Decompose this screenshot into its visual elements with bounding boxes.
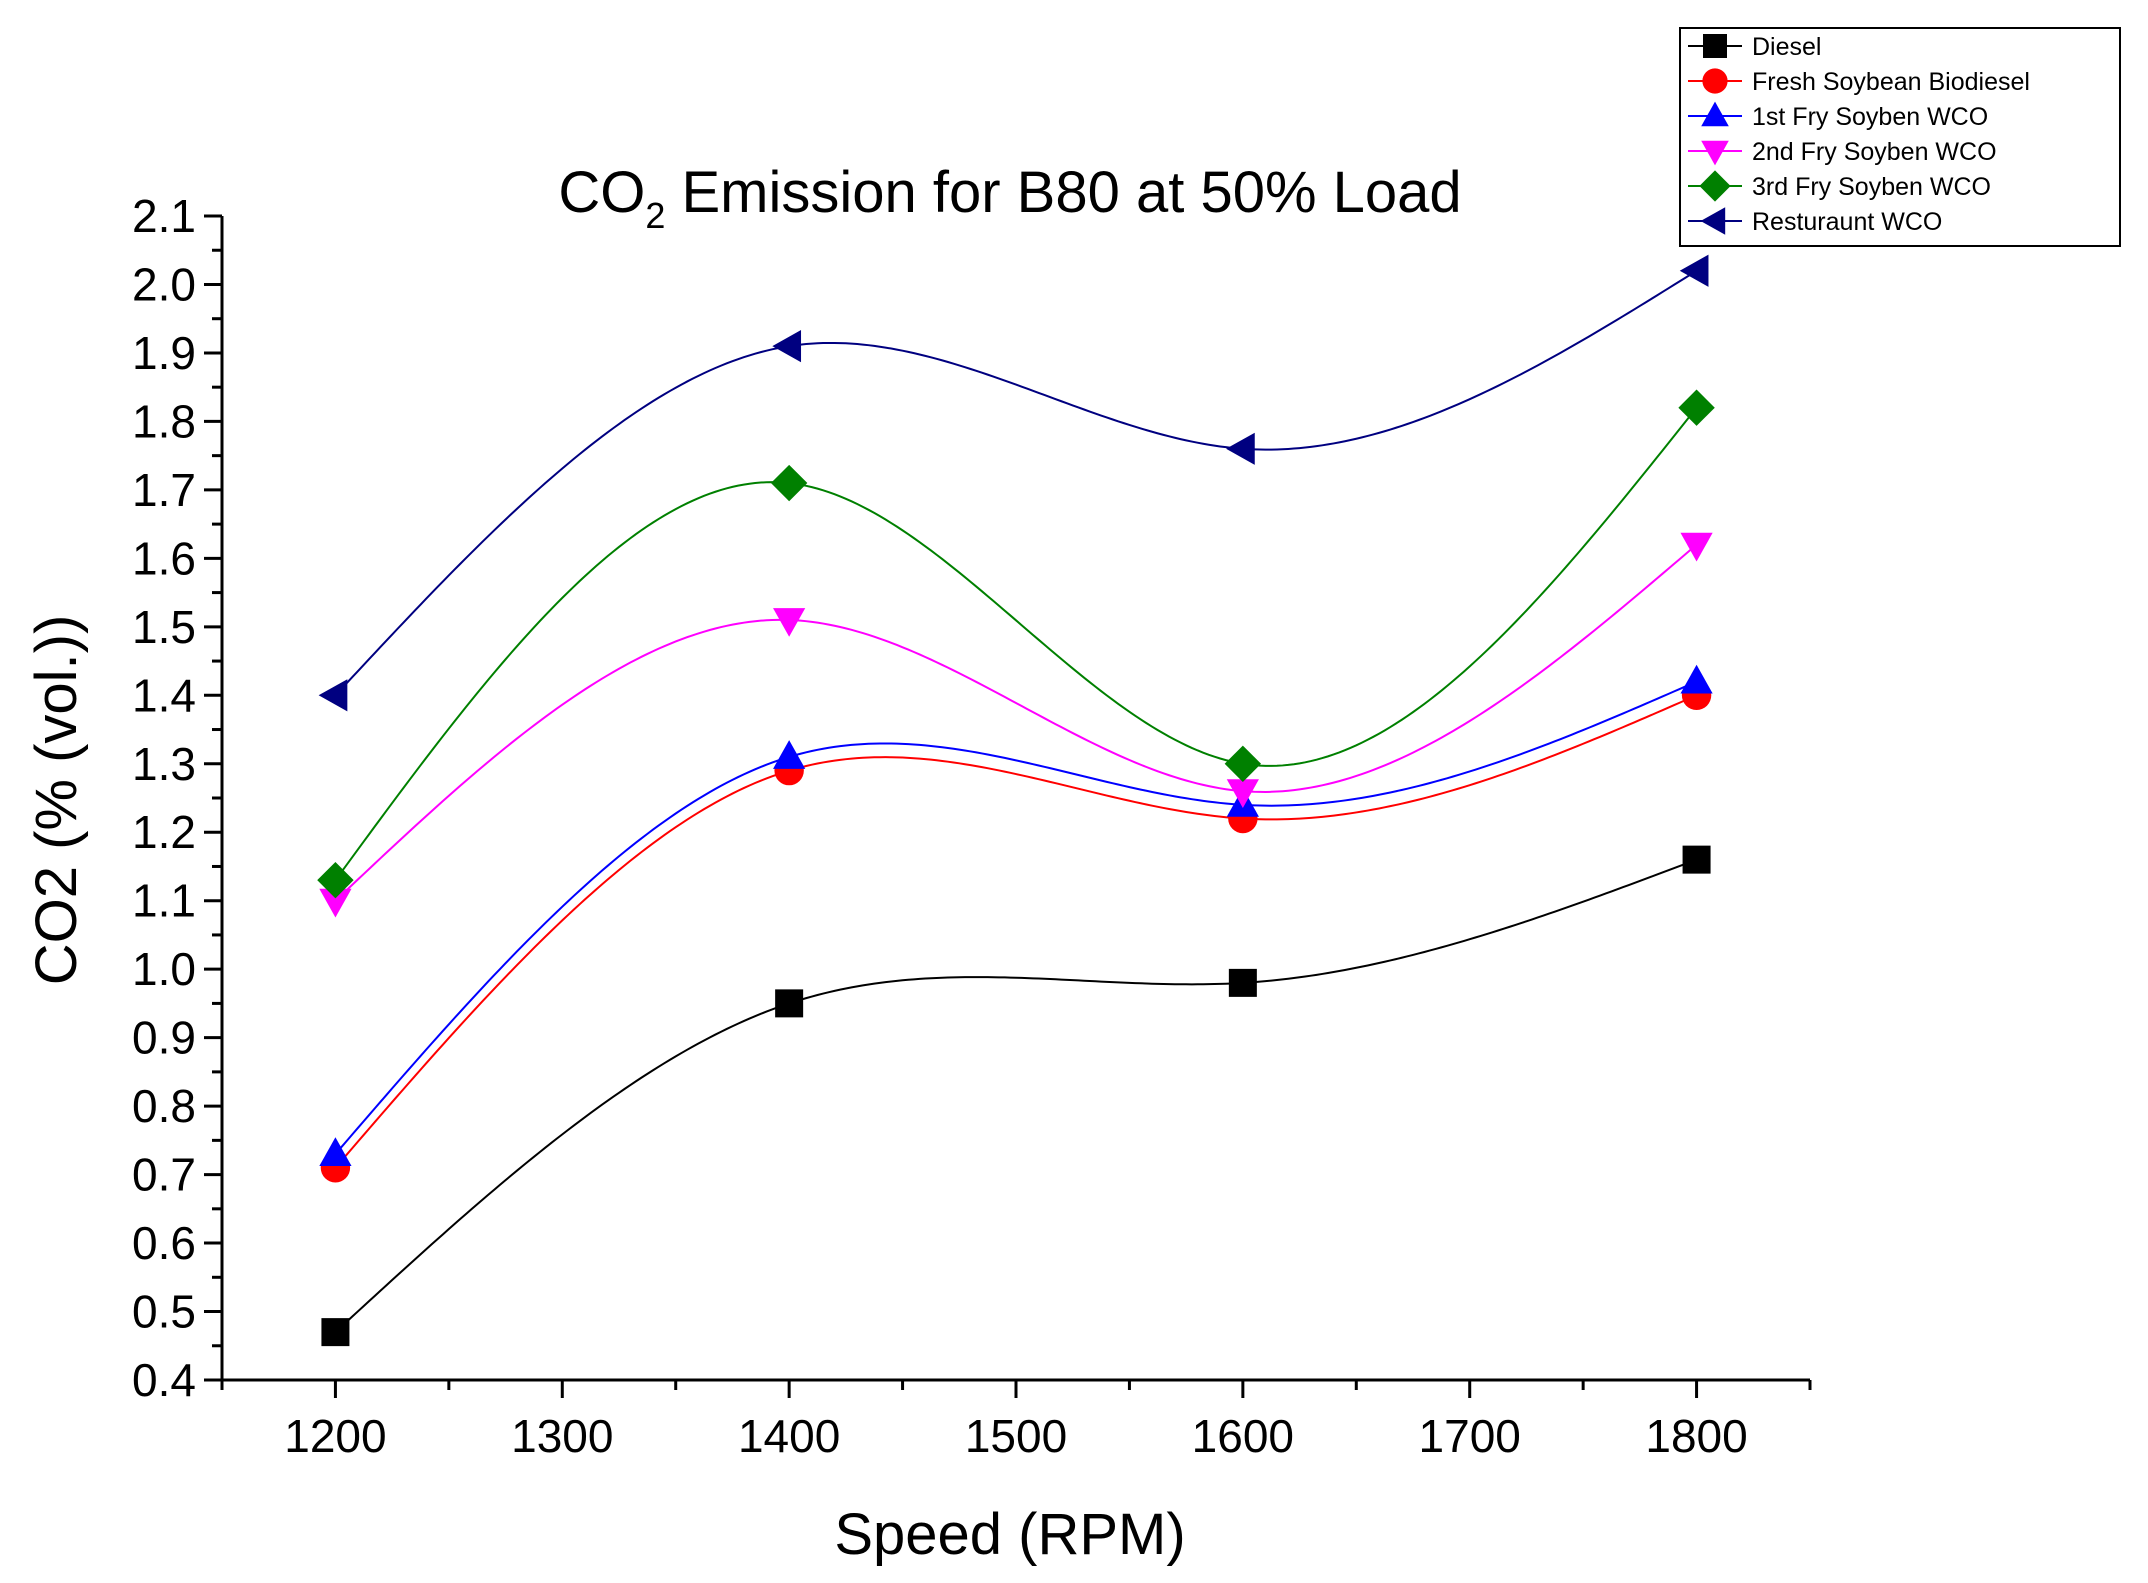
y-tick-label: 1.0 — [132, 943, 196, 995]
series-layer — [317, 254, 1715, 1347]
x-tick-label: 1800 — [1645, 1410, 1747, 1462]
legend-label: 2nd Fry Soyben WCO — [1752, 138, 1997, 166]
series-3 — [319, 532, 1713, 918]
data-point — [1226, 432, 1255, 465]
data-point — [1682, 845, 1711, 874]
series-line — [334, 858, 1697, 1333]
series-line — [334, 269, 1698, 696]
axes: 0.4 0.5 0.6 0.7 0.8 0.9 1.0 1.1 1.2 1.3 1.4 1.5 1.6 1… — [132, 190, 1812, 1462]
data-point — [318, 679, 348, 712]
data-point — [321, 1318, 350, 1347]
data-point — [319, 888, 352, 918]
y-tick-label: 0.9 — [132, 1012, 196, 1064]
data-point — [1226, 779, 1259, 808]
series-line — [334, 680, 1697, 1155]
chart-title-main: CO — [558, 160, 645, 225]
y-tick-label: 0.4 — [132, 1354, 196, 1406]
y-tick-label: 1.2 — [132, 806, 196, 858]
data-point — [319, 1137, 352, 1166]
legend-label: 3rd Fry Soyben WCO — [1752, 173, 1991, 201]
x-tick-label: 1500 — [965, 1410, 1067, 1462]
data-point — [770, 464, 808, 502]
data-point — [1680, 532, 1713, 562]
y-tick-label: 1.6 — [132, 532, 196, 584]
y-tick-label: 1.1 — [132, 875, 196, 927]
x-tick-label: 1200 — [284, 1410, 386, 1462]
y-tick-label: 0.5 — [132, 1286, 196, 1338]
x-tick-label: 1600 — [1192, 1410, 1294, 1462]
x-tick-label: 1300 — [511, 1410, 613, 1462]
x-tick-label: 1400 — [738, 1410, 840, 1462]
data-point — [1680, 664, 1713, 694]
series-line — [334, 543, 1698, 902]
legend-marker — [1702, 68, 1728, 94]
y-axis-title: CO2 (% (vol.)) — [24, 615, 89, 986]
y-tick-label: 0.6 — [132, 1217, 196, 1269]
y-tick-label: 1.4 — [132, 669, 196, 721]
legend-label: 1st Fry Soyben WCO — [1752, 103, 1988, 131]
legend-label: Fresh Soybean Biodiesel — [1752, 68, 2030, 96]
legend-marker — [1701, 101, 1729, 127]
x-tick-label: 1700 — [1419, 1410, 1521, 1462]
data-point — [1228, 968, 1257, 997]
legend-label: Diesel — [1752, 33, 1821, 61]
series-1 — [320, 680, 1712, 1183]
legend: Diesel Fresh Soybean Biodiesel 1st Fry Soy… — [1679, 27, 2121, 247]
y-tick-label: 2.1 — [132, 190, 196, 242]
series-0 — [321, 845, 1711, 1347]
data-point — [773, 608, 806, 637]
series-4 — [317, 389, 1715, 899]
series-line — [334, 694, 1697, 1169]
data-point — [1678, 389, 1715, 426]
legend-marker — [1701, 140, 1729, 166]
legend-box — [1679, 27, 2121, 247]
x-axis-title: Speed (RPM) — [834, 1502, 1185, 1567]
data-point — [772, 329, 802, 363]
legend-marker — [1700, 207, 1726, 235]
legend-marker — [1703, 34, 1727, 58]
legend-label: Resturaunt WCO — [1752, 208, 1942, 236]
data-point — [317, 861, 354, 899]
series-5 — [318, 254, 1709, 712]
series-line — [334, 407, 1698, 881]
y-tick-label: 0.8 — [132, 1080, 196, 1132]
data-point — [1224, 745, 1262, 782]
data-point — [773, 740, 806, 769]
data-point — [775, 989, 804, 1018]
data-point — [1679, 254, 1709, 287]
y-tick-label: 1.5 — [132, 601, 196, 653]
series-2 — [319, 664, 1713, 1166]
chart-title: CO2 Emission for B80 at 50% Load — [558, 160, 1461, 236]
chart-title-subscript: 2 — [645, 195, 665, 236]
y-tick-label: 0.7 — [132, 1149, 196, 1201]
chart-title-suffix: Emission for B80 at 50% Load — [665, 160, 1461, 225]
y-tick-label: 1.9 — [132, 327, 196, 379]
y-tick-label: 1.8 — [132, 395, 196, 447]
y-tick-label: 1.3 — [132, 738, 196, 790]
y-tick-label: 2.0 — [132, 258, 196, 310]
y-tick-label: 1.7 — [132, 464, 196, 516]
legend-marker — [1699, 170, 1731, 202]
